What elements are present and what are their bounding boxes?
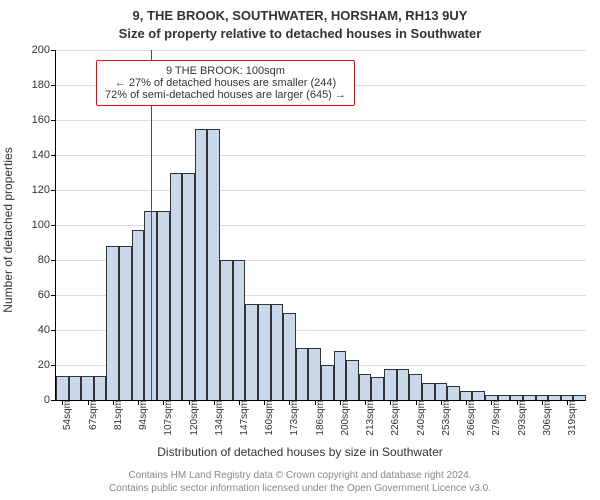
y-axis-label: Number of detached properties	[1, 147, 15, 312]
annotation-line: ← 27% of detached houses are smaller (24…	[105, 77, 346, 89]
bar	[170, 173, 183, 401]
bar	[69, 376, 82, 401]
footer-line2: Contains public sector information licen…	[0, 483, 600, 494]
bar	[81, 376, 94, 401]
bar	[283, 313, 296, 401]
x-tick-label: 306sqm	[538, 400, 553, 436]
chart-title-line1: 9, THE BROOK, SOUTHWATER, HORSHAM, RH13 …	[0, 8, 600, 23]
x-tick-label: 120sqm	[185, 400, 200, 436]
bar	[308, 348, 321, 401]
bar	[233, 260, 246, 400]
x-tick-label: 67sqm	[84, 400, 99, 430]
y-tick-label: 0	[44, 394, 56, 406]
x-tick-label: 319sqm	[563, 400, 578, 436]
x-tick-label: 226sqm	[386, 400, 401, 436]
x-axis-label: Distribution of detached houses by size …	[0, 445, 600, 459]
y-tick-label: 120	[32, 184, 56, 196]
bar	[56, 376, 69, 401]
x-tick-label: 94sqm	[134, 400, 149, 430]
x-tick-label: 134sqm	[210, 400, 225, 436]
chart-title-line2: Size of property relative to detached ho…	[0, 26, 600, 41]
gridline	[56, 50, 586, 51]
chart-container: 9, THE BROOK, SOUTHWATER, HORSHAM, RH13 …	[0, 0, 600, 500]
bar	[435, 383, 448, 401]
bar	[119, 246, 132, 400]
x-tick-label: 279sqm	[487, 400, 502, 436]
bar	[460, 391, 473, 400]
x-tick-label: 173sqm	[285, 400, 300, 436]
bar	[447, 386, 460, 400]
bar	[94, 376, 107, 401]
x-tick-label: 81sqm	[109, 400, 124, 430]
x-tick-label: 266sqm	[462, 400, 477, 436]
footer-line1: Contains HM Land Registry data © Crown c…	[0, 470, 600, 481]
bar	[132, 230, 145, 400]
annotation-line: 9 THE BROOK: 100sqm	[105, 65, 346, 77]
bar	[371, 377, 384, 400]
bar	[397, 369, 410, 401]
bar	[271, 304, 284, 400]
y-tick-label: 60	[38, 289, 56, 301]
x-tick-label: 160sqm	[260, 400, 275, 436]
y-tick-label: 140	[32, 149, 56, 161]
gridline	[56, 225, 586, 226]
plot-area: 02040608010012014016018020054sqm67sqm81s…	[55, 50, 586, 401]
y-tick-label: 40	[38, 324, 56, 336]
bar	[296, 348, 309, 401]
x-tick-label: 293sqm	[513, 400, 528, 436]
x-tick-label: 240sqm	[412, 400, 427, 436]
x-tick-label: 200sqm	[336, 400, 351, 436]
gridline	[56, 120, 586, 121]
bar	[195, 129, 208, 400]
y-tick-label: 160	[32, 114, 56, 126]
y-tick-label: 20	[38, 359, 56, 371]
bar	[384, 369, 397, 401]
y-tick-label: 80	[38, 254, 56, 266]
x-tick-label: 107sqm	[159, 400, 174, 436]
y-tick-label: 100	[32, 219, 56, 231]
y-tick-label: 180	[32, 79, 56, 91]
bar	[359, 374, 372, 400]
x-tick-label: 186sqm	[311, 400, 326, 436]
annotation-box: 9 THE BROOK: 100sqm← 27% of detached hou…	[96, 60, 355, 106]
bar	[182, 173, 195, 401]
y-tick-label: 200	[32, 44, 56, 56]
x-tick-label: 253sqm	[437, 400, 452, 436]
x-tick-label: 213sqm	[361, 400, 376, 436]
x-tick-label: 147sqm	[235, 400, 250, 436]
bar	[157, 211, 170, 400]
x-tick-label: 54sqm	[58, 400, 73, 430]
gridline	[56, 190, 586, 191]
bar	[346, 360, 359, 400]
gridline	[56, 155, 586, 156]
bar	[321, 365, 334, 400]
bar	[106, 246, 119, 400]
bar	[207, 129, 220, 400]
bar	[245, 304, 258, 400]
bar	[472, 391, 485, 400]
bar	[258, 304, 271, 400]
bar	[409, 374, 422, 400]
bar	[334, 351, 347, 400]
bar	[422, 383, 435, 401]
bar	[220, 260, 233, 400]
annotation-line: 72% of semi-detached houses are larger (…	[105, 89, 346, 101]
